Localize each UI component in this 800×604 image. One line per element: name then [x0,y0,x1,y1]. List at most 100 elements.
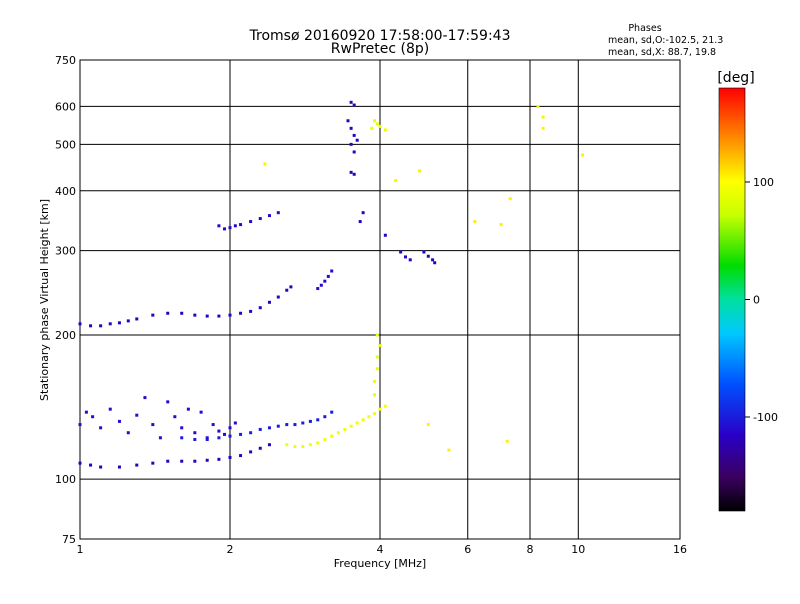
data-point [375,367,379,371]
data-point [228,455,232,459]
y-tick-label: 400 [55,185,76,198]
x-tick-label: 2 [227,543,234,556]
data-point [217,457,221,461]
data-point [217,429,221,433]
data-point [108,322,112,326]
data-point [323,438,327,442]
tick-layer: 1 2 4 6 8 10 16 75 100 200 300 400 500 600 750 [55,54,687,556]
data-point [193,431,197,435]
data-point [536,104,540,108]
colorbar-tick-label: 0 [753,294,760,307]
data-point [223,227,227,231]
data-point [78,461,82,465]
data-point [301,444,305,448]
data-point [349,126,353,130]
data-point [375,122,379,126]
data-point [205,436,209,440]
data-point [228,426,232,430]
data-point [417,169,421,173]
data-point [352,133,356,137]
data-point [186,407,190,411]
data-point [361,211,365,215]
data-point [151,313,155,317]
data-point [383,404,387,408]
data-point [383,128,387,132]
data-point [193,459,197,463]
data-point [180,311,184,315]
data-point [323,279,327,283]
data-point [352,103,356,107]
data-point [289,285,293,289]
data-point [258,306,262,310]
data-point [308,443,312,447]
y-tick-label: 300 [55,245,76,258]
data-point [301,421,305,425]
data-point [367,415,371,419]
data-point [433,261,437,265]
data-point [541,126,545,130]
data-point [408,258,412,262]
data-point [403,255,407,259]
data-point [143,396,147,400]
data-point [375,333,379,337]
data-point [330,269,334,273]
data-point [217,224,221,228]
data-point [117,465,121,469]
data-point [373,393,377,397]
data-point [378,344,382,348]
data-point [343,427,347,431]
y-tick-label: 750 [55,54,76,67]
data-point [426,423,430,427]
data-point [508,197,512,201]
data-point [78,423,82,427]
data-point [228,226,232,230]
y-tick-label: 100 [55,473,76,486]
colorbar [718,87,746,512]
data-point [233,421,237,425]
data-point [293,423,297,427]
data-point [285,423,289,427]
data-point [361,418,365,422]
x-tick-label: 16 [673,543,687,556]
x-tick-label: 10 [571,543,585,556]
data-point [126,431,130,435]
data-point [358,220,362,224]
data-point [285,443,289,447]
data-point [378,124,382,128]
data-point [349,100,353,104]
data-point [239,223,243,227]
data-point [316,287,320,291]
data-point [223,432,227,436]
data-point [180,459,184,463]
data-point [263,162,267,166]
y-axis-label: Stationary phase Virtual Height [km] [38,199,51,401]
data-point [249,220,253,224]
data-point [180,436,184,440]
stats-heading: Phases [628,23,661,34]
data-point [249,450,253,454]
data-point [267,214,271,218]
data-point [99,426,103,430]
data-point [126,319,130,323]
data-point [378,407,382,411]
data-point [394,179,398,183]
data-point [316,418,320,422]
data-point [166,400,170,404]
data-point [431,258,435,262]
data-point [91,415,95,419]
data-point [267,300,271,304]
data-point [205,438,209,442]
data-point [336,431,340,435]
data-point [267,426,271,430]
data-point [193,438,197,442]
data-point [505,439,509,443]
colorbar-unit-label: [deg] [717,70,754,86]
data-point [308,419,312,423]
data-point [349,170,353,174]
data-point [89,463,93,467]
data-point [258,427,262,431]
data-point [151,423,155,427]
data-point [217,436,221,440]
data-point [276,295,280,299]
